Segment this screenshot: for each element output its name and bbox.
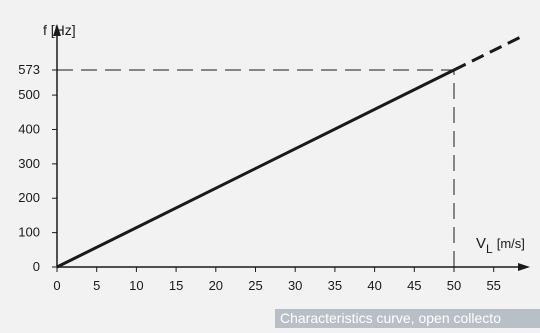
x-axis-label-unit: [m/s] bbox=[497, 236, 525, 251]
x-axis-label-subscript: L bbox=[486, 242, 493, 256]
x-tick-label: 40 bbox=[367, 278, 381, 293]
series bbox=[57, 35, 526, 267]
y-marker-label: 573 bbox=[18, 62, 40, 77]
characteristic-line bbox=[57, 70, 454, 267]
y-axis-label: f [Hz] bbox=[43, 22, 76, 38]
y-tick-label: 200 bbox=[18, 190, 40, 205]
y-tick-label: 500 bbox=[18, 87, 40, 102]
y-tick-label: 300 bbox=[18, 156, 40, 171]
ticks: 0 5 10 15 20 25 30 35 40 45 50 55 0 100 200 300 400 500 57… bbox=[18, 62, 501, 293]
characteristic-line-extrapolated bbox=[454, 35, 526, 70]
x-tick-label: 15 bbox=[169, 278, 183, 293]
x-tick-label: 50 bbox=[447, 278, 461, 293]
x-axis-arrow bbox=[518, 263, 530, 271]
x-axis-label-main: V bbox=[476, 235, 486, 252]
y-tick-label: 0 bbox=[33, 259, 40, 274]
x-tick-label: 45 bbox=[407, 278, 421, 293]
y-tick-label: 400 bbox=[18, 121, 40, 136]
x-tick-label: 5 bbox=[93, 278, 100, 293]
x-tick-label: 20 bbox=[209, 278, 223, 293]
x-tick-label: 0 bbox=[53, 278, 60, 293]
y-tick-label: 100 bbox=[18, 225, 40, 240]
figure-caption: Characteristics curve, open collecto bbox=[275, 309, 540, 328]
x-tick-label: 25 bbox=[248, 278, 262, 293]
x-tick-label: 30 bbox=[288, 278, 302, 293]
x-axis-label: VL [m/s] bbox=[476, 235, 525, 256]
x-tick-label: 10 bbox=[129, 278, 143, 293]
x-tick-label: 35 bbox=[328, 278, 342, 293]
x-tick-label: 55 bbox=[486, 278, 500, 293]
